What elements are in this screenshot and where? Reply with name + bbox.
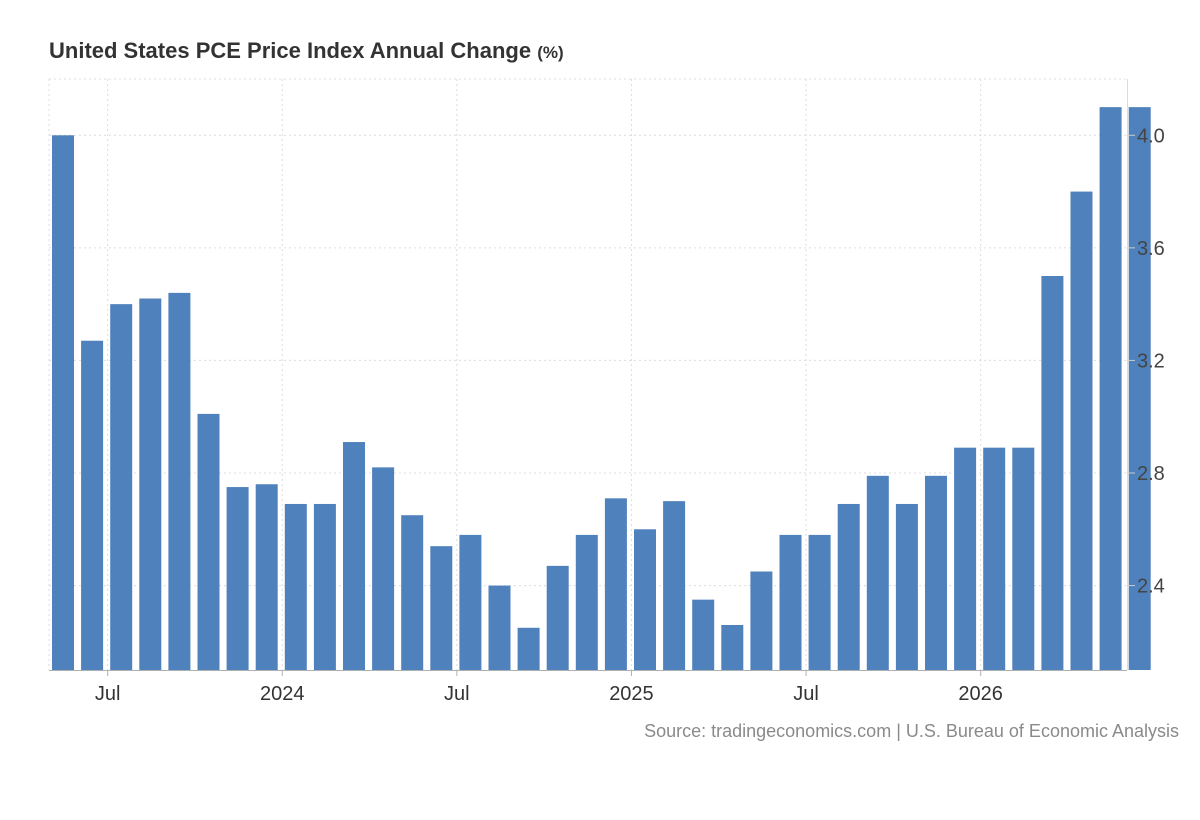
bar	[343, 442, 365, 670]
bar	[139, 298, 162, 670]
bar	[372, 467, 395, 670]
bar	[1099, 107, 1122, 670]
x-tick-label: 2024	[260, 683, 305, 705]
chart-source: Source: tradingeconomics.com | U.S. Bure…	[644, 721, 1179, 741]
bar	[983, 447, 1006, 670]
bar	[663, 501, 686, 670]
bar	[954, 447, 977, 670]
bar	[866, 475, 889, 670]
y-tick-label: 2.4	[1137, 576, 1165, 598]
bar	[575, 534, 598, 670]
bar	[634, 529, 656, 670]
bar	[604, 498, 627, 670]
bar	[895, 503, 918, 670]
bars	[52, 107, 1151, 671]
x-tick-label: Jul	[444, 683, 470, 705]
bar	[459, 534, 482, 670]
bar	[1041, 276, 1064, 670]
y-tick-label: 3.2	[1137, 350, 1165, 372]
bar	[168, 292, 191, 670]
bar	[488, 585, 511, 670]
bar	[430, 546, 453, 670]
bar	[1012, 447, 1035, 670]
y-tick-label: 3.6	[1137, 238, 1165, 260]
bar	[110, 304, 133, 670]
bar	[925, 475, 947, 670]
bar	[546, 565, 569, 670]
bar	[692, 599, 715, 670]
x-tick-label: 2026	[958, 683, 1003, 705]
grid-lines	[48, 78, 1127, 670]
x-tick-label: Jul	[95, 683, 121, 705]
bar	[81, 340, 104, 670]
bar	[837, 503, 860, 670]
bar	[779, 534, 802, 670]
bar	[1070, 191, 1093, 671]
bar	[284, 503, 307, 670]
bar	[401, 515, 424, 670]
bar	[52, 135, 74, 671]
bar	[197, 413, 220, 670]
bar	[808, 534, 831, 670]
bar	[517, 627, 540, 670]
x-tick-label: Jul	[793, 683, 819, 705]
y-tick-label: 2.8	[1137, 463, 1165, 485]
chart-title: United States PCE Price Index Annual Cha…	[49, 38, 564, 64]
bar	[255, 484, 278, 670]
chart-title-unit: (%)	[537, 43, 564, 62]
x-tick-label: 2025	[609, 683, 654, 705]
chart-title-text: United States PCE Price Index Annual Cha…	[49, 38, 532, 63]
y-tick-label: 4.0	[1137, 125, 1165, 147]
bar	[226, 487, 249, 670]
bar	[313, 503, 336, 670]
bar	[721, 624, 744, 670]
bar	[750, 571, 773, 670]
axes: 2.4 2.8 3.2 3.6 4.0 Jul 2024 Jul 2025 Jul 2026	[49, 79, 1165, 705]
